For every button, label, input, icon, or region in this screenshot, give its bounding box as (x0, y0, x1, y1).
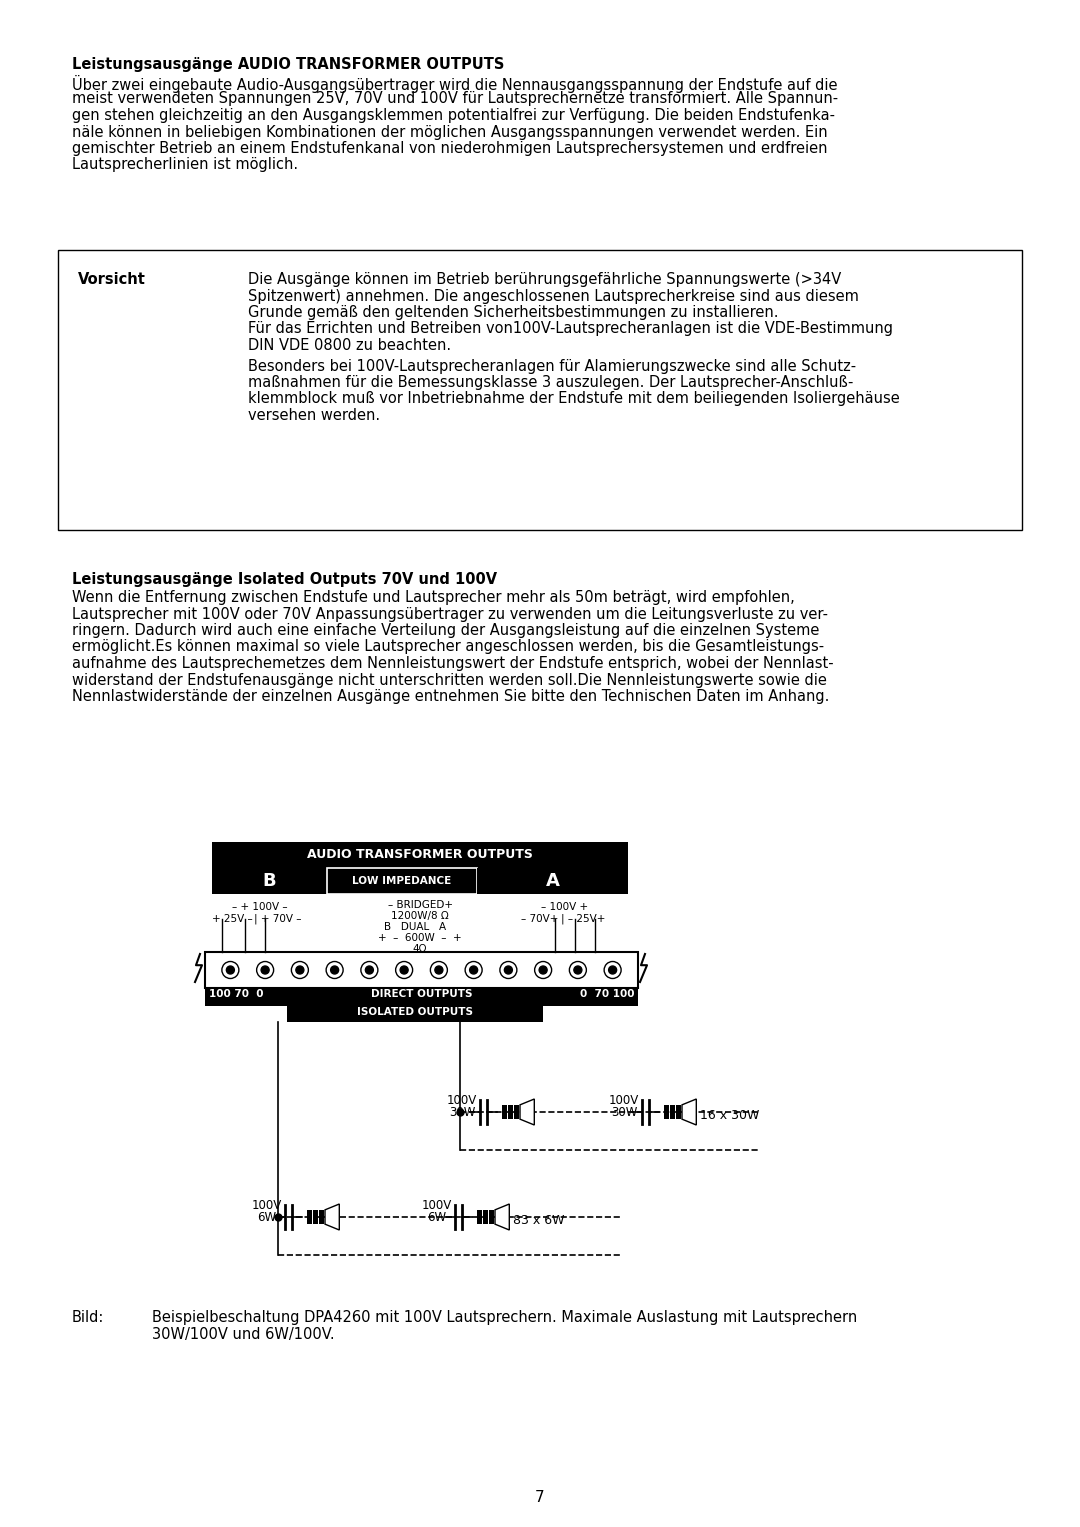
Text: AUDIO TRANSFORMER OUTPUTS: AUDIO TRANSFORMER OUTPUTS (307, 849, 532, 861)
Bar (212, 841, 627, 867)
Text: maßnahmen für die Bemessungsklasse 3 auszulegen. Der Lautsprecher-Anschluß-: maßnahmen für die Bemessungsklasse 3 aus… (248, 376, 853, 389)
Text: widerstand der Endstufenausgänge nicht unterschritten werden soll.Die Nennleistu: widerstand der Endstufenausgänge nicht u… (72, 672, 827, 687)
Text: DIN VDE 0800 zu beachten.: DIN VDE 0800 zu beachten. (248, 337, 451, 353)
Text: 16 x 30W: 16 x 30W (700, 1109, 759, 1122)
Bar (212, 867, 327, 893)
Bar (670, 1106, 675, 1119)
Text: aufnahme des Lautsprechemetzes dem Nennleistungswert der Endstufe entsprich, wob: aufnahme des Lautsprechemetzes dem Nennl… (72, 657, 834, 670)
Text: Die Ausgänge können im Betrieb berührungsgefährliche Spannungswerte (>34V: Die Ausgänge können im Betrieb berührung… (248, 272, 841, 287)
Bar (205, 951, 638, 988)
Text: ringern. Dadurch wird auch eine einfache Verteilung der Ausgangsleistung auf die: ringern. Dadurch wird auch eine einfache… (72, 623, 820, 638)
Polygon shape (519, 1099, 535, 1125)
Text: gemischter Betrieb an einem Endstufenkanal von niederohmigen Lautsprechersysteme: gemischter Betrieb an einem Endstufenkan… (72, 140, 827, 156)
Text: LOW IMPEDANCE: LOW IMPEDANCE (352, 876, 451, 886)
Text: DIRECT OUTPUTS: DIRECT OUTPUTS (370, 989, 472, 999)
Circle shape (609, 967, 617, 974)
Text: Grunde gemäß den geltenden Sicherheitsbestimmungen zu installieren.: Grunde gemäß den geltenden Sicherheitsbe… (248, 305, 779, 321)
Bar (489, 1209, 494, 1225)
Text: +  –  600W  –  +: + – 600W – + (378, 933, 462, 944)
Bar (58, 250, 1022, 530)
Text: 6W: 6W (428, 1211, 446, 1225)
Bar (287, 1006, 543, 1022)
Text: Spitzenwert) annehmen. Die angeschlossenen Lautsprecherkreise sind aus diesem: Spitzenwert) annehmen. Die angeschlossen… (248, 289, 859, 304)
Bar (514, 1106, 519, 1119)
Bar (205, 988, 638, 1006)
Text: B   DUAL   A: B DUAL A (383, 922, 446, 931)
Text: 100 70  0: 100 70 0 (210, 989, 264, 999)
Text: Leistungsausgänge AUDIO TRANSFORMER OUTPUTS: Leistungsausgänge AUDIO TRANSFORMER OUTP… (72, 56, 504, 72)
Polygon shape (681, 1099, 697, 1125)
Text: 100V: 100V (447, 1093, 477, 1107)
Bar (676, 1106, 681, 1119)
Circle shape (261, 967, 269, 974)
Bar (508, 1106, 513, 1119)
Bar (327, 867, 477, 893)
Circle shape (330, 967, 339, 974)
Circle shape (504, 967, 512, 974)
Text: 30W: 30W (611, 1106, 637, 1119)
Circle shape (296, 967, 303, 974)
Text: – BRIDGED+: – BRIDGED+ (388, 899, 453, 910)
Polygon shape (495, 1203, 510, 1231)
Text: | – 25V+: | – 25V+ (561, 915, 605, 924)
Text: A: A (545, 872, 559, 890)
Text: Nennlastwiderstände der einzelnen Ausgänge entnehmen Sie bitte den Technischen D: Nennlastwiderstände der einzelnen Ausgän… (72, 689, 829, 704)
Text: 100V: 100V (422, 1199, 453, 1212)
Text: Wenn die Entfernung zwischen Endstufe und Lautsprecher mehr als 50m beträgt, wir: Wenn die Entfernung zwischen Endstufe un… (72, 589, 795, 605)
Bar (477, 1209, 482, 1225)
Text: ermöglicht.Es können maximal so viele Lautsprecher angeschlossen werden, bis die: ermöglicht.Es können maximal so viele La… (72, 640, 824, 655)
Text: Bild:: Bild: (72, 1310, 105, 1325)
Text: Lautsprecher mit 100V oder 70V Anpassungsübertrager zu verwenden um die Leitungs: Lautsprecher mit 100V oder 70V Anpassung… (72, 606, 828, 621)
Bar (483, 1209, 488, 1225)
Circle shape (227, 967, 234, 974)
Text: Lautsprecherlinien ist möglich.: Lautsprecherlinien ist möglich. (72, 157, 298, 173)
Bar (502, 1106, 507, 1119)
Circle shape (573, 967, 582, 974)
Circle shape (435, 967, 443, 974)
Text: 100V: 100V (252, 1199, 282, 1212)
Bar (477, 867, 627, 893)
Text: – 70V+: – 70V+ (522, 915, 558, 924)
Text: 100V: 100V (609, 1093, 639, 1107)
Circle shape (400, 967, 408, 974)
Text: 4Ω: 4Ω (413, 944, 428, 954)
Text: näle können in beliebigen Kombinationen der möglichen Ausgangsspannungen verwend: näle können in beliebigen Kombinationen … (72, 125, 827, 139)
Text: Über zwei eingebaute Audio-Ausgangsübertrager wird die Nennausgangsspannung der : Über zwei eingebaute Audio-Ausgangsübert… (72, 75, 837, 93)
Text: + 25V –: + 25V – (212, 915, 253, 924)
Text: ISOLATED OUTPUTS: ISOLATED OUTPUTS (357, 1006, 473, 1017)
Text: 7: 7 (536, 1490, 544, 1506)
Text: versehen werden.: versehen werden. (248, 408, 380, 423)
Text: – 100V +: – 100V + (541, 902, 589, 912)
Text: Leistungsausgänge Isolated Outputs 70V und 100V: Leistungsausgänge Isolated Outputs 70V u… (72, 573, 497, 586)
Text: klemmblock muß vor Inbetriebnahme der Endstufe mit dem beiliegenden Isoliergehäu: klemmblock muß vor Inbetriebnahme der En… (248, 391, 900, 406)
Text: Für das Errichten und Betreiben von100V-Lautsprecheranlagen ist die VDE-Bestimmu: Für das Errichten und Betreiben von100V-… (248, 322, 893, 336)
Text: 1200W/8 Ω: 1200W/8 Ω (391, 912, 449, 921)
Text: 0  70 100: 0 70 100 (580, 989, 634, 999)
Text: Beispielbeschaltung DPA4260 mit 100V Lautsprechern. Maximale Auslastung mit Laut: Beispielbeschaltung DPA4260 mit 100V Lau… (152, 1310, 858, 1325)
Text: – + 100V –: – + 100V – (232, 902, 287, 912)
Text: Besonders bei 100V-Lautsprecheranlagen für Alamierungszwecke sind alle Schutz-: Besonders bei 100V-Lautsprecheranlagen f… (248, 359, 856, 374)
Circle shape (470, 967, 477, 974)
Bar (307, 1209, 312, 1225)
Text: 6W: 6W (257, 1211, 276, 1225)
Circle shape (365, 967, 374, 974)
Circle shape (539, 967, 548, 974)
Text: gen stehen gleichzeitig an den Ausgangsklemmen potentialfrei zur Verfügung. Die : gen stehen gleichzeitig an den Ausgangsk… (72, 108, 835, 124)
Text: Vorsicht: Vorsicht (78, 272, 146, 287)
Bar (319, 1209, 324, 1225)
Text: 83 x 6W: 83 x 6W (513, 1214, 565, 1228)
Text: | + 70V –: | + 70V – (254, 915, 301, 924)
Bar (664, 1106, 669, 1119)
Text: 30W: 30W (449, 1106, 475, 1119)
Polygon shape (325, 1203, 339, 1231)
Bar (313, 1209, 318, 1225)
Text: B: B (262, 872, 276, 890)
Text: 30W/100V und 6W/100V.: 30W/100V und 6W/100V. (152, 1327, 335, 1342)
Text: meist verwendeten Spannungen 25V, 70V und 100V für Lautsprechernetze transformie: meist verwendeten Spannungen 25V, 70V un… (72, 92, 838, 107)
